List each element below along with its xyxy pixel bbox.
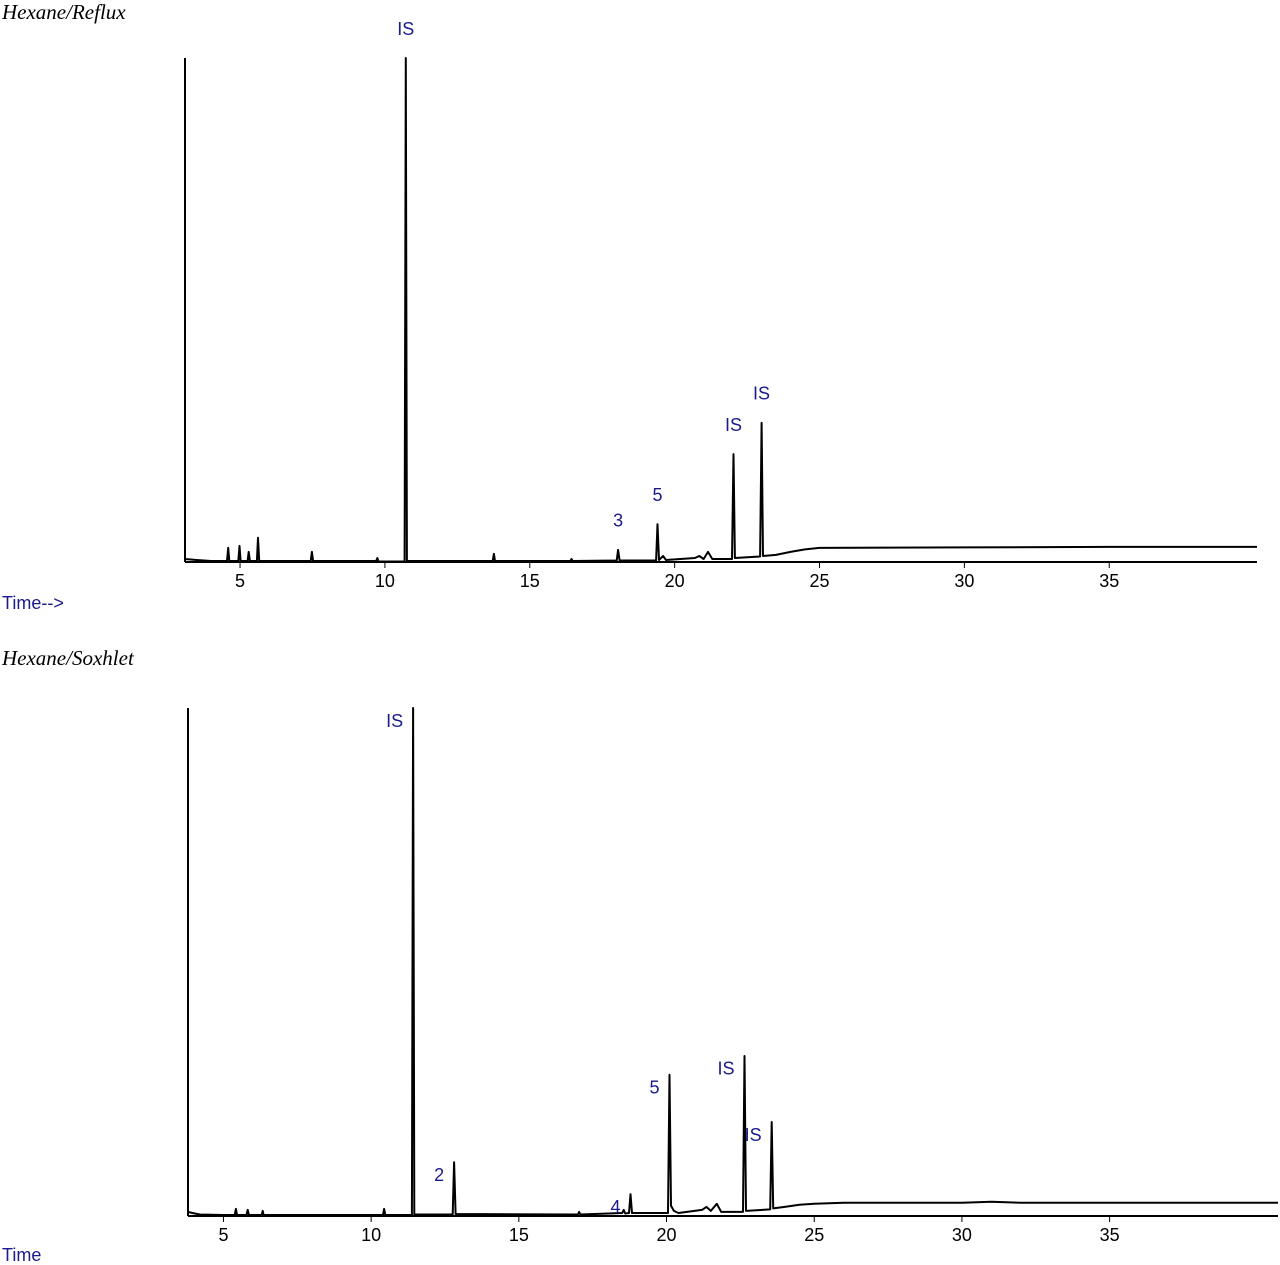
peak-label: IS [386, 711, 403, 731]
peak-label: IS [753, 384, 770, 404]
x-tick-label: 30 [952, 1225, 972, 1245]
x-tick-label: 15 [520, 571, 540, 591]
x-tick-label: 30 [954, 571, 974, 591]
peak-label: 5 [649, 1078, 659, 1098]
peak-label: IS [718, 1059, 735, 1079]
peak-label: IS [397, 19, 414, 39]
peak-label: IS [745, 1125, 762, 1145]
trace [187, 707, 1278, 1216]
peak-label: 5 [653, 485, 663, 505]
x-tick-label: 10 [361, 1225, 381, 1245]
x-tick-label: 35 [1100, 1225, 1120, 1245]
chart-title: Hexane/Soxhlet [1, 646, 135, 670]
peak-label: 2 [434, 1165, 444, 1185]
chart-title: Hexane/Reflux [1, 0, 126, 24]
x-tick-label: 35 [1099, 571, 1119, 591]
x-tick-label: 15 [509, 1225, 529, 1245]
peak-label: IS [725, 415, 742, 435]
x-tick-label: 5 [218, 1225, 228, 1245]
x-tick-label: 20 [665, 571, 685, 591]
x-tick-label: 5 [235, 571, 245, 591]
peak-label: 4 [610, 1197, 620, 1217]
x-tick-label: 25 [809, 571, 829, 591]
x-axis-label: Time [2, 1245, 41, 1265]
trace [184, 57, 1257, 563]
x-axis-label: Time--> [2, 593, 64, 613]
x-tick-label: 20 [657, 1225, 677, 1245]
x-tick-label: 25 [804, 1225, 824, 1245]
x-tick-label: 10 [375, 571, 395, 591]
peak-label: 3 [613, 511, 623, 531]
